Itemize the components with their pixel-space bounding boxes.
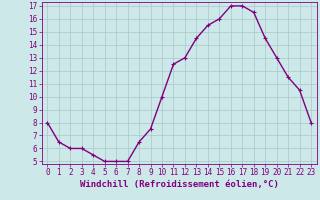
X-axis label: Windchill (Refroidissement éolien,°C): Windchill (Refroidissement éolien,°C)	[80, 180, 279, 189]
